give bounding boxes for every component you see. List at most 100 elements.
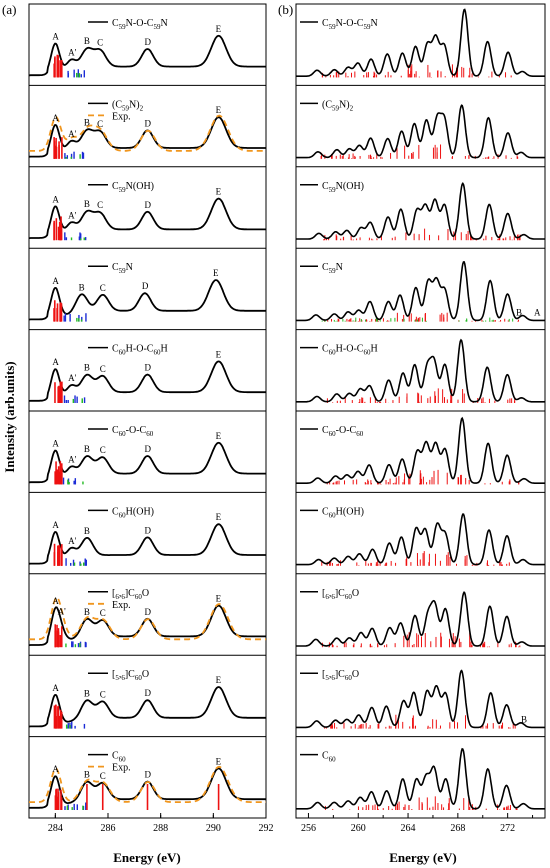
peak-label: A (52, 764, 59, 774)
peak-label: C (97, 200, 103, 210)
experiment-curve (29, 765, 266, 803)
experiment-legend-label: Exp. (112, 763, 131, 774)
x-tick-label: 290 (206, 823, 221, 834)
spectrum-b-2: C59N(OH) (296, 166, 545, 241)
peak-label: B (84, 118, 90, 128)
panel-b: C59N-O-C59N (C59N)2 C59N(OH) C59N B A C60H-O-C… (295, 3, 546, 834)
spectrum-label: C59N-O-C59N (322, 18, 378, 31)
peak-label: E (216, 512, 222, 522)
experiment-curve (29, 596, 266, 641)
peak-label: E (216, 675, 222, 685)
x-tick-label: 292 (259, 823, 274, 834)
spectrum-b-8: [5,6]C60O B (296, 654, 545, 729)
spectrum-curve (29, 360, 266, 402)
experiment-legend-label: Exp. (112, 111, 131, 122)
spectrum-curve (29, 686, 266, 728)
x-tick-label: 284 (48, 823, 63, 834)
peak-label: E (216, 756, 222, 766)
peak-label: D (145, 688, 152, 698)
spectrum-label: (C59N)2 (112, 99, 144, 112)
spectrum-curve (296, 513, 545, 566)
panel-a-label: (a) (2, 2, 16, 17)
spectrum-label: C60H(OH) (322, 506, 364, 519)
spectrum-curve (296, 747, 545, 810)
x-axis-b: 256 260 264 268 272 (301, 813, 534, 834)
spectrum-curve (296, 338, 545, 403)
peak-label: A (534, 308, 541, 318)
peak-label: C (100, 771, 106, 781)
spectrum-curve (296, 416, 545, 484)
spectrum-b-7: [6,6]C60O (296, 573, 545, 648)
spectrum-curve (296, 8, 545, 77)
peak-label: D (145, 770, 152, 780)
peak-label: E (216, 431, 222, 441)
x-axis-label-a: Energy (eV) (113, 850, 181, 865)
spectrum-label: [6,6]C60O (112, 588, 149, 601)
peak-label: A' (68, 536, 76, 546)
peak-label: B (84, 199, 90, 209)
peak-label: A' (68, 210, 76, 220)
y-axis-label: Intensity (arb.units) (2, 361, 17, 472)
spectrum-b-9: C60 (296, 736, 545, 810)
peak-label: A' (68, 373, 76, 383)
peak-label: A' (58, 606, 66, 616)
peak-label: A (52, 113, 59, 123)
spectrum-b-3: C59N B A (296, 247, 545, 322)
spectrum-a-5: C60-O-C60 A A' B C D E (29, 410, 266, 485)
peak-label: E (213, 268, 219, 278)
peak-label: A (52, 520, 59, 530)
peak-label: B (516, 308, 522, 318)
peak-label: B (84, 444, 90, 454)
peak-label: E (216, 187, 222, 197)
spectrum-label: C60 (112, 751, 126, 764)
spectrum-a-2: C59N(OH) A A' B C D E (29, 166, 266, 241)
peak-label: B (84, 688, 90, 698)
peak-label: A (52, 683, 59, 693)
spectrum-label: [5,6]C60O (112, 669, 149, 682)
peak-label: A (52, 276, 59, 286)
peak-label: B (84, 36, 90, 46)
spectrum-curve (296, 591, 545, 647)
spectrum-curve (29, 279, 266, 321)
spectrum-curve (29, 197, 266, 239)
peak-label: C (100, 608, 106, 618)
peak-label: C (97, 119, 103, 129)
x-tick-label: 288 (153, 823, 168, 834)
spectrum-label: C60H-O-C60H (112, 344, 168, 357)
spectrum-a-1: Exp.(C59N)2 A A' B C D E (29, 84, 266, 159)
spectrum-b-5: C60-O-C60 (296, 410, 545, 485)
x-tick-label: 264 (401, 823, 416, 834)
spectrum-label: C59N(OH) (112, 181, 154, 194)
spectrum-label: C60H(OH) (112, 506, 154, 519)
spectrum-curve (296, 104, 545, 159)
spectrum-a-7: Exp.[6,6]C60O AA' B C D E (29, 573, 266, 648)
experiment-curve (29, 114, 266, 152)
peak-label: B (84, 526, 90, 536)
peak-label: C (100, 283, 106, 293)
spectrum-label: [6,6]C60O (322, 588, 359, 601)
x-tick-label: 286 (101, 823, 116, 834)
peak-label: A' (68, 48, 76, 58)
peak-label: A' (68, 129, 76, 139)
peak-label: C (100, 689, 106, 699)
peak-label: A (52, 596, 59, 606)
panel-b-label: (b) (278, 2, 293, 17)
peak-label: D (145, 607, 152, 617)
x-tick-label: 260 (351, 823, 366, 834)
peak-label: E (216, 594, 222, 604)
spectrum-a-0: C59N-O-C59N A A' B C D E (29, 18, 266, 78)
spectrum-label: C59N (322, 262, 343, 275)
experiment-legend-label: Exp. (112, 600, 131, 611)
spectrum-curve (29, 34, 266, 77)
peak-label: A (52, 439, 59, 449)
peak-label: A' (68, 455, 76, 465)
spectrum-a-4: C60H-O-C60H A A' B C D E (29, 329, 266, 403)
peak-label: B (84, 607, 90, 617)
spectrum-curve (296, 669, 545, 729)
peak-label: B (521, 715, 527, 725)
spectrum-a-8: [5,6]C60O A B C D E (29, 654, 266, 729)
x-tick-label: 256 (301, 823, 316, 834)
spectrum-a-3: C59N A B C D E (29, 247, 266, 322)
peak-label: A (52, 357, 59, 367)
